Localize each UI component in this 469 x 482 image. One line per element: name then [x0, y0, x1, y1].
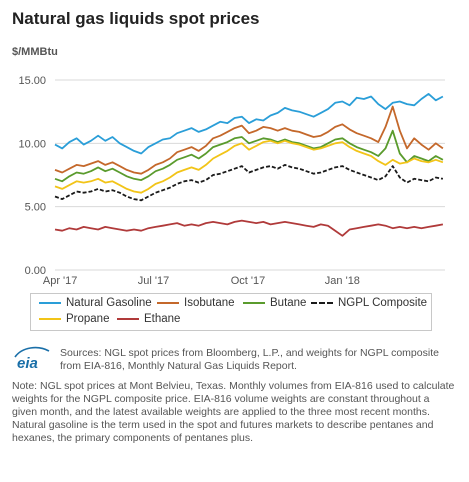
series-line-ngpl-composite: [54, 164, 444, 202]
eia-logo: eia: [14, 346, 50, 372]
y-tick-label: 10.00: [18, 138, 46, 150]
legend-label-ngpl-composite: NGPL Composite: [338, 297, 428, 309]
series-line-butane: [54, 129, 444, 183]
y-tick-labels: 0.00 5.00 10.00 15.00: [18, 75, 46, 277]
legend-swatch-natural-gasoline: [39, 302, 61, 304]
series-lines: [54, 93, 444, 237]
series-line-propane: [54, 139, 444, 194]
x-tick-label: Jul '17: [138, 275, 169, 287]
legend-item-propane: Propane: [39, 313, 109, 325]
x-tick-label: Apr '17: [43, 275, 78, 287]
chart-title: Natural gas liquids spot prices: [12, 9, 260, 28]
x-tick-label: Jan '18: [325, 275, 360, 287]
eia-logo-text: eia: [17, 355, 38, 372]
y-tick-label: 0.00: [25, 265, 46, 277]
series-line-natural-gasoline: [54, 93, 444, 155]
legend-label-butane: Butane: [270, 297, 307, 309]
sources-text: Sources: NGL spot prices from Bloomberg,…: [60, 347, 439, 372]
legend-item-isobutane: Isobutane: [157, 297, 235, 309]
legend-label-ethane: Ethane: [144, 313, 181, 325]
series-line-ethane: [54, 219, 444, 237]
legend-swatch-ethane: [117, 318, 139, 320]
legend-swatch-butane: [243, 302, 265, 304]
legend-swatch-ngpl-composite: [311, 302, 333, 304]
y-tick-label: 15.00: [18, 75, 46, 87]
note-text: Note: NGL spot prices at Mont Belvieu, T…: [12, 380, 455, 444]
line-chart: 0.00 5.00 10.00 15.00 Apr '17 Jul '17 Oct '17…: [18, 75, 445, 287]
legend-label-natural-gasoline: Natural Gasoline: [66, 297, 152, 309]
eia-logo-swoosh: [14, 346, 50, 358]
legend-label-isobutane: Isobutane: [184, 297, 235, 309]
legend-item-natural-gasoline: Natural Gasoline: [39, 297, 152, 309]
x-tick-label: Oct '17: [231, 275, 266, 287]
legend-item-ethane: Ethane: [117, 313, 180, 325]
y-tick-label: 5.00: [25, 202, 46, 214]
legend-swatch-propane: [39, 318, 61, 320]
legend-item-ngpl-composite: NGPL Composite: [311, 297, 427, 309]
series-line-isobutane: [54, 105, 444, 175]
legend-item-butane: Butane: [243, 297, 306, 309]
legend-label-propane: Propane: [66, 313, 110, 325]
x-tick-labels: Apr '17 Jul '17 Oct '17 Jan '18: [43, 275, 360, 287]
y-axis-unit-label: $/MMBtu: [12, 46, 58, 58]
legend-swatch-isobutane: [157, 302, 179, 304]
chart-legend: Natural Gasoline Isobutane Butane NGPL C…: [30, 293, 432, 331]
